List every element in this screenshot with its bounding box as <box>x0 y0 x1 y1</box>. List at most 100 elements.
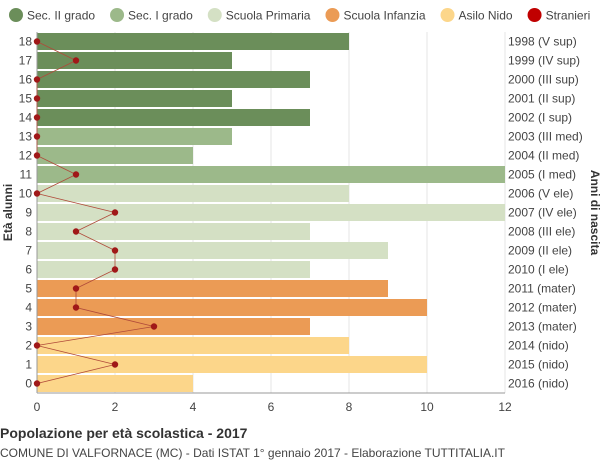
stranieri-point-1 <box>111 361 119 368</box>
chart-container: Sec. II grado Sec. I grado Scuola Primaria… <box>1 8 600 414</box>
stranieri-point-8 <box>72 228 80 235</box>
stranieri-point-13 <box>33 133 41 140</box>
bar-age-7 <box>37 242 388 259</box>
stranieri-point-4 <box>72 304 80 311</box>
x-tick-label-0: 0 <box>34 400 41 414</box>
stranieri-point-9 <box>111 209 119 216</box>
bar-age-12 <box>37 147 193 164</box>
legend-swatch-4 <box>440 8 455 22</box>
year-label-0: 2016 (nido) <box>508 377 569 391</box>
x-tick-label-5: 10 <box>420 400 434 414</box>
legend-label-0: Sec. II grado <box>27 9 95 23</box>
year-label-13: 2003 (III med) <box>508 130 583 144</box>
age-label-15: 15 <box>19 92 33 106</box>
year-label-16: 2000 (III sup) <box>508 73 579 87</box>
bar-age-9 <box>37 204 505 221</box>
legend-label-4: Asilo Nido <box>459 9 513 23</box>
stranieri-point-11 <box>72 171 80 178</box>
bar-age-0 <box>37 375 193 392</box>
bar-age-3 <box>37 318 310 335</box>
stranieri-point-18 <box>33 38 41 45</box>
bar-age-4 <box>37 299 427 316</box>
year-label-6: 2010 (I ele) <box>508 263 569 277</box>
age-label-11: 11 <box>20 168 33 182</box>
legend-label-2: Scuola Primaria <box>226 9 311 23</box>
year-label-18: 1998 (V sup) <box>508 35 577 49</box>
x-tick-label-4: 8 <box>346 400 353 414</box>
year-label-2: 2014 (nido) <box>508 339 569 353</box>
chart-svg: Sec. II grado Sec. I grado Scuola Primaria… <box>1 8 600 414</box>
age-label-18: 18 <box>19 35 33 49</box>
year-label-9: 2007 (IV ele) <box>508 206 577 220</box>
age-label-1: 1 <box>25 358 32 372</box>
legend-label-3: Scuola Infanzia <box>343 9 425 23</box>
age-label-9: 9 <box>25 206 32 220</box>
chart-title: Popolazione per età scolastica - 2017 <box>0 425 248 441</box>
stranieri-point-2 <box>33 342 41 349</box>
stranieri-point-17 <box>72 57 80 64</box>
x-tick-label-3: 6 <box>268 400 275 414</box>
legend-swatch-3 <box>325 8 340 22</box>
stranieri-point-15 <box>33 95 41 102</box>
age-label-10: 10 <box>19 187 33 201</box>
age-label-17: 17 <box>19 54 33 68</box>
chart-subtitle: COMUNE DI VALFORNACE (MC) - Dati ISTAT 1… <box>0 446 505 460</box>
stranieri-point-12 <box>33 152 41 159</box>
year-label-3: 2013 (mater) <box>508 320 577 334</box>
age-label-13: 13 <box>19 130 33 144</box>
stranieri-point-5 <box>72 285 80 292</box>
age-label-6: 6 <box>25 263 32 277</box>
age-label-12: 12 <box>19 149 33 163</box>
stranieri-point-0 <box>33 380 41 387</box>
age-label-8: 8 <box>25 225 32 239</box>
bar-age-6 <box>37 261 310 278</box>
year-label-4: 2012 (mater) <box>508 301 577 315</box>
legend-swatch-0 <box>9 8 23 22</box>
bar-age-8 <box>37 223 310 240</box>
stranieri-point-3 <box>150 323 158 330</box>
x-tick-label-6: 12 <box>498 400 512 414</box>
year-label-14: 2002 (I sup) <box>508 111 572 125</box>
year-label-1: 2015 (nido) <box>508 358 569 372</box>
legend-label-1: Sec. I grado <box>128 9 193 23</box>
year-label-7: 2009 (II ele) <box>508 244 572 258</box>
legend-swatch-1 <box>110 8 125 22</box>
bar-age-16 <box>37 71 310 88</box>
age-label-3: 3 <box>25 320 32 334</box>
x-tick-label-1: 2 <box>112 400 119 414</box>
year-label-5: 2011 (mater) <box>508 282 576 296</box>
year-label-8: 2008 (III ele) <box>508 225 575 239</box>
stranieri-point-10 <box>33 190 41 197</box>
bar-age-11 <box>37 166 505 183</box>
bar-age-17 <box>37 52 232 69</box>
bar-age-5 <box>37 280 388 297</box>
year-label-15: 2001 (II sup) <box>508 92 575 106</box>
age-label-5: 5 <box>25 282 32 296</box>
legend-swatch-5 <box>527 8 542 22</box>
bar-age-18 <box>37 33 349 50</box>
year-label-11: 2005 (I med) <box>508 168 576 182</box>
x-tick-label-2: 4 <box>190 400 197 414</box>
stranieri-point-6 <box>111 266 119 273</box>
age-label-16: 16 <box>19 73 33 87</box>
year-label-17: 1999 (IV sup) <box>508 54 580 68</box>
bar-age-15 <box>37 90 232 107</box>
bar-age-10 <box>37 185 349 202</box>
stranieri-point-16 <box>33 76 41 83</box>
legend-label-5: Stranieri <box>546 9 591 23</box>
y-axis-title-right: Anni di nascita <box>588 170 600 256</box>
stranieri-point-14 <box>33 114 41 121</box>
age-label-0: 0 <box>25 377 32 391</box>
age-label-7: 7 <box>25 244 32 258</box>
bar-age-2 <box>37 337 349 354</box>
year-label-12: 2004 (II med) <box>508 149 579 163</box>
age-label-14: 14 <box>19 111 33 125</box>
year-label-10: 2006 (V ele) <box>508 187 573 201</box>
bar-age-1 <box>37 356 427 373</box>
stranieri-point-7 <box>111 247 119 254</box>
age-label-2: 2 <box>25 339 32 353</box>
bar-age-13 <box>37 128 232 145</box>
age-label-4: 4 <box>25 301 32 315</box>
y-axis-title-left: Età alunni <box>1 184 15 241</box>
legend-swatch-2 <box>207 8 222 22</box>
